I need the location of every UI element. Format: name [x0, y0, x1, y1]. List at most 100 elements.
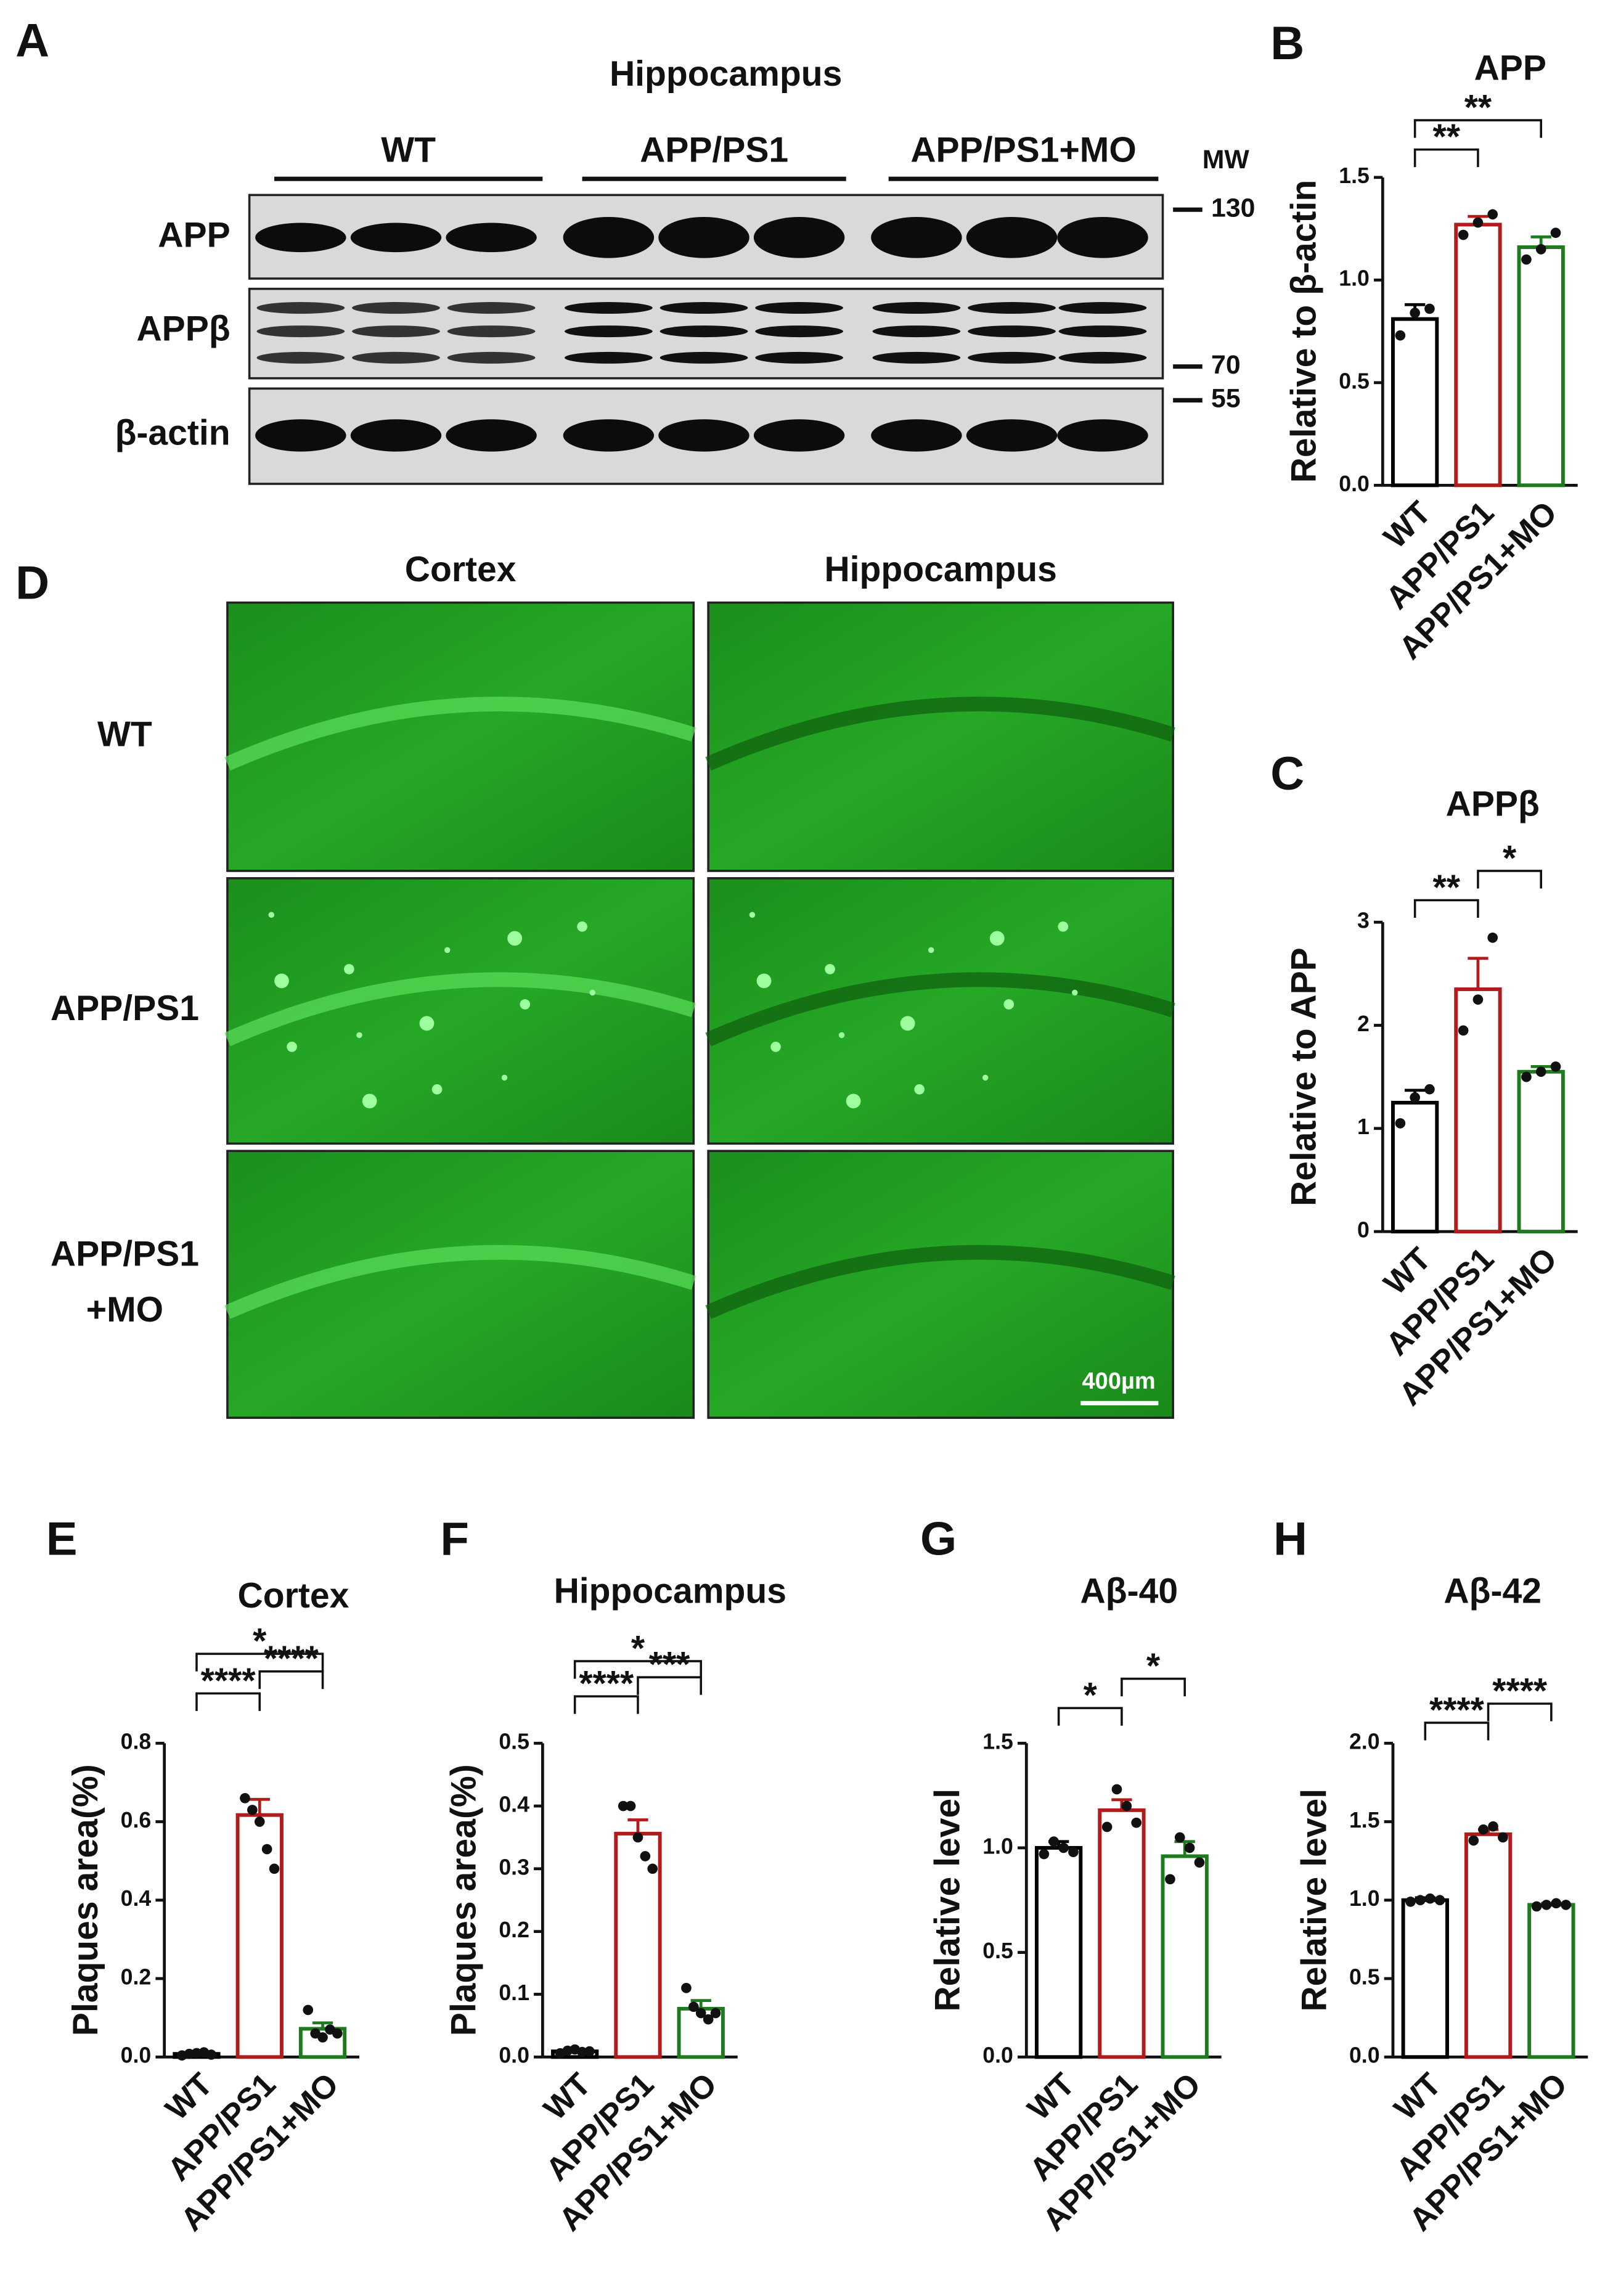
plaque	[577, 921, 587, 932]
plaque	[770, 1042, 781, 1052]
plaque	[749, 912, 756, 918]
data-point	[1068, 1847, 1079, 1858]
blot-band	[563, 217, 655, 258]
y-tick-label: 2	[1357, 1011, 1370, 1036]
data-point	[254, 1816, 265, 1827]
y-axis-label: Plaques area(%)	[444, 1764, 484, 2036]
y-tick-label: 0.0	[499, 2043, 529, 2068]
chart-title: APPβ	[1446, 784, 1540, 823]
blot-band	[966, 419, 1058, 452]
blot-band	[659, 302, 748, 314]
blot-band	[872, 325, 961, 338]
mw-title: MW	[1203, 145, 1250, 174]
plaque	[419, 1016, 435, 1031]
data-point	[1521, 254, 1532, 265]
y-tick-label: 0.1	[499, 1980, 529, 2005]
data-point	[1039, 1849, 1050, 1860]
data-point	[710, 2008, 721, 2019]
data-point	[1550, 1061, 1561, 1072]
y-tick-label: 0.0	[1339, 472, 1370, 496]
blot-band	[755, 325, 843, 338]
data-point	[1561, 1900, 1571, 1910]
data-point	[303, 2004, 314, 2016]
blot-band	[1058, 351, 1147, 364]
chart-title: APP	[1474, 48, 1546, 88]
chart-title: Cortex	[238, 1576, 349, 1616]
blot-band	[966, 217, 1058, 258]
panel-letter: F	[440, 1513, 469, 1565]
plaque	[344, 963, 354, 974]
data-point	[1405, 1896, 1416, 1907]
data-point	[1194, 1857, 1205, 1868]
significance-bracket	[1121, 1677, 1186, 1697]
significance-label: ****	[1492, 1671, 1548, 1710]
data-point	[632, 1832, 643, 1843]
tissue-layer	[705, 1244, 1175, 1319]
column-label: Hippocampus	[824, 550, 1056, 589]
y-tick-label: 0.4	[121, 1886, 152, 1911]
panel-letter: H	[1273, 1513, 1307, 1565]
blot-band	[1057, 419, 1148, 452]
blot-band	[1058, 302, 1147, 314]
plaque	[268, 912, 275, 918]
panel-letter: D	[15, 557, 49, 610]
tissue-layer	[224, 1244, 696, 1319]
data-point	[1521, 1071, 1532, 1082]
y-tick-label: 0.0	[1349, 2043, 1380, 2068]
bar	[1454, 223, 1502, 488]
data-point	[1121, 1800, 1132, 1812]
significance-label: *	[1503, 838, 1517, 878]
mw-label: 55	[1211, 384, 1241, 414]
plaque	[431, 1084, 443, 1095]
plaque	[900, 1016, 915, 1031]
data-point	[640, 1851, 651, 1861]
chart-title: Aβ-40	[1080, 1572, 1178, 1611]
blot-band	[968, 302, 1056, 314]
error-bar	[249, 1797, 270, 1815]
y-tick-label: 3	[1357, 909, 1370, 933]
y-tick-label: 0.5	[982, 1939, 1013, 1963]
data-point	[1488, 1821, 1498, 1832]
data-point	[695, 2008, 706, 2019]
plaque	[982, 1074, 989, 1081]
bar	[1390, 317, 1439, 488]
data-point	[1468, 1835, 1479, 1846]
significance-label: *	[253, 1622, 267, 1661]
y-axis-label: Relative to APP	[1284, 947, 1324, 1206]
blot-band	[659, 351, 748, 364]
chart-title: Hippocampus	[554, 1572, 786, 1611]
plaque	[589, 989, 595, 996]
blot-band	[755, 351, 843, 364]
data-point	[1048, 1836, 1060, 1847]
data-point	[206, 2049, 217, 2060]
significance-bracket	[1424, 1722, 1490, 1741]
blot-band	[658, 419, 749, 452]
blot-band	[255, 419, 346, 452]
blot-band	[563, 419, 655, 452]
data-point	[1165, 1874, 1175, 1885]
blot-band	[447, 325, 536, 338]
plaque	[520, 999, 531, 1010]
data-point	[1424, 1893, 1435, 1904]
blot-band	[1058, 325, 1147, 338]
significance-bracket	[1413, 899, 1479, 918]
bar	[1527, 1903, 1575, 2059]
tissue-layer	[224, 972, 696, 1047]
data-point	[647, 1863, 658, 1874]
data-point	[1535, 244, 1546, 255]
blot-band	[755, 302, 843, 314]
group-label: WT	[381, 130, 436, 170]
significance-bracket	[573, 1660, 703, 1679]
data-point	[1131, 1817, 1142, 1828]
blot-band	[352, 302, 440, 314]
error-bar	[1468, 957, 1488, 989]
plaque	[1003, 999, 1015, 1010]
blot-band	[256, 302, 345, 314]
data-point	[1541, 1900, 1552, 1910]
significance-label: **	[1433, 117, 1461, 157]
panel-letter: A	[15, 14, 49, 67]
y-tick-label: 0.8	[121, 1730, 152, 1754]
plaque	[1058, 921, 1069, 932]
blot-band	[447, 351, 536, 364]
significance-bracket	[1057, 1707, 1123, 1726]
